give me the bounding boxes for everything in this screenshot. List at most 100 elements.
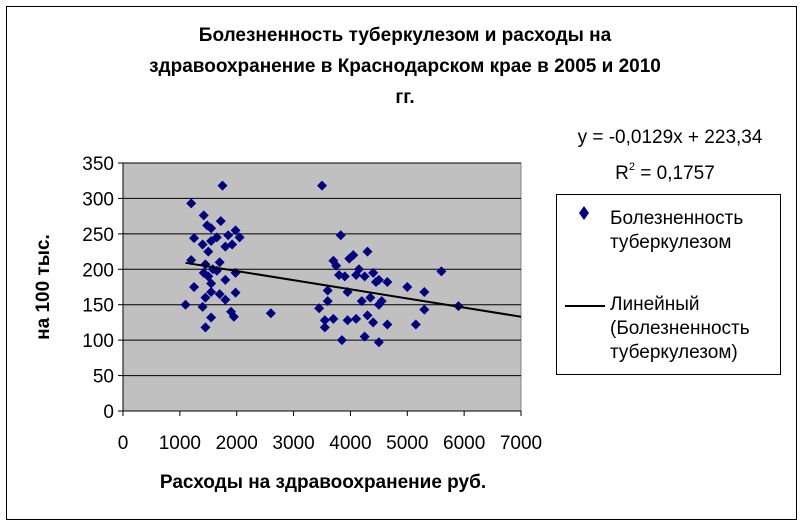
data-point — [186, 198, 197, 209]
data-point — [319, 322, 330, 333]
data-point — [365, 292, 376, 303]
data-point — [200, 322, 211, 333]
data-point — [344, 253, 355, 264]
y-tick-labels: 0 50 100 150 200 250 300 350 — [82, 154, 114, 423]
data-point — [203, 246, 214, 257]
y-tick-label: 250 — [82, 225, 114, 246]
data-point — [371, 277, 382, 288]
data-points — [180, 180, 464, 348]
legend-series-line-2: туберкулезом — [610, 232, 732, 253]
data-point — [317, 180, 327, 191]
data-point — [198, 210, 209, 221]
y-tick-label: 50 — [93, 367, 114, 388]
data-point — [368, 317, 379, 328]
chart-title: Болезненность туберкулезом и расходы на … — [60, 20, 750, 113]
data-point — [410, 319, 421, 330]
data-point — [217, 180, 228, 191]
trendline — [185, 261, 522, 318]
data-point — [342, 315, 353, 326]
r-squared-label: R2 = 0,1757 — [545, 161, 785, 185]
r-squared-symbol: R — [615, 163, 629, 184]
x-tick-label: 0 — [118, 433, 129, 454]
legend-line-icon — [565, 305, 605, 307]
data-point — [214, 257, 225, 268]
y-tick-label: 100 — [82, 331, 114, 352]
trendline-group — [185, 261, 522, 318]
data-point — [362, 310, 373, 321]
data-point — [206, 235, 217, 246]
data-point — [419, 286, 430, 297]
data-point — [359, 271, 370, 282]
r-squared-exponent: 2 — [628, 161, 636, 173]
data-point — [223, 230, 234, 241]
data-point — [331, 260, 342, 271]
data-point — [206, 286, 217, 297]
data-point — [322, 296, 333, 307]
data-point — [336, 335, 347, 346]
data-point — [436, 266, 447, 277]
data-point — [368, 267, 379, 278]
data-point — [356, 296, 367, 307]
data-point — [180, 299, 191, 310]
data-point — [362, 246, 373, 257]
legend-entry-series: Болезненность туберкулезом — [610, 207, 743, 255]
data-point — [220, 294, 231, 305]
data-point — [322, 285, 333, 296]
plot-area — [122, 162, 522, 412]
data-point — [234, 232, 245, 243]
chart-title-line-1: Болезненность туберкулезом и расходы на — [198, 25, 612, 46]
legend-trend-line-3: туберкулезом) — [610, 342, 738, 363]
data-point — [419, 304, 430, 315]
data-point — [351, 269, 362, 280]
data-point — [220, 274, 231, 285]
data-point — [215, 216, 226, 227]
chart-title-line-3: гг. — [395, 87, 415, 108]
data-point — [373, 337, 384, 348]
y-axis-label: на 100 тыс. — [33, 234, 54, 340]
x-tick-label: 7000 — [500, 433, 542, 454]
data-point — [265, 308, 276, 319]
y-tick-label: 0 — [103, 402, 114, 423]
data-point — [206, 278, 217, 289]
data-point — [382, 277, 393, 288]
legend-trend-line-2: (Болезненность — [610, 318, 750, 339]
data-point — [319, 315, 330, 326]
x-tick-label: 2000 — [216, 433, 258, 454]
x-tick-label: 6000 — [443, 433, 485, 454]
data-point — [206, 312, 217, 323]
legend-marker-icon — [579, 206, 589, 220]
x-tick-label: 1000 — [159, 433, 201, 454]
x-tick-label: 4000 — [329, 433, 371, 454]
data-point — [339, 271, 350, 282]
trendline-equation: y = -0,0129x + 223,34 — [577, 127, 763, 148]
data-point — [402, 282, 413, 292]
data-point — [230, 225, 241, 236]
legend-series-line-1: Болезненность — [610, 208, 744, 229]
data-point — [328, 313, 339, 324]
data-point — [227, 239, 238, 250]
chart-title-line-2: здравоохранение в Краснодарском крае в 2… — [149, 56, 661, 77]
data-point — [230, 287, 241, 298]
axes — [118, 162, 522, 416]
data-point — [200, 292, 211, 303]
y-tick-label: 150 — [82, 296, 114, 317]
r-squared-value: = 0,1757 — [635, 163, 715, 184]
data-point — [314, 303, 325, 314]
data-point — [382, 319, 393, 330]
data-point — [351, 313, 362, 324]
data-point — [189, 233, 200, 244]
data-point — [359, 331, 370, 342]
x-axis-label: Расходы на здравоохранение руб. — [159, 472, 487, 493]
data-point — [373, 299, 384, 310]
data-point — [189, 282, 200, 292]
data-point — [197, 301, 208, 312]
legend-entry-trendline: Линейный (Болезненность туберкулезом) — [610, 293, 750, 365]
x-tick-label: 3000 — [272, 433, 314, 454]
legend-trend-line-1: Линейный — [610, 294, 700, 315]
data-point — [206, 223, 217, 234]
data-point — [197, 239, 208, 250]
y-tick-label: 350 — [82, 154, 114, 175]
y-tick-label: 300 — [82, 189, 114, 210]
x-tick-labels: 0 1000 2000 3000 4000 5000 6000 7000 — [118, 433, 542, 454]
